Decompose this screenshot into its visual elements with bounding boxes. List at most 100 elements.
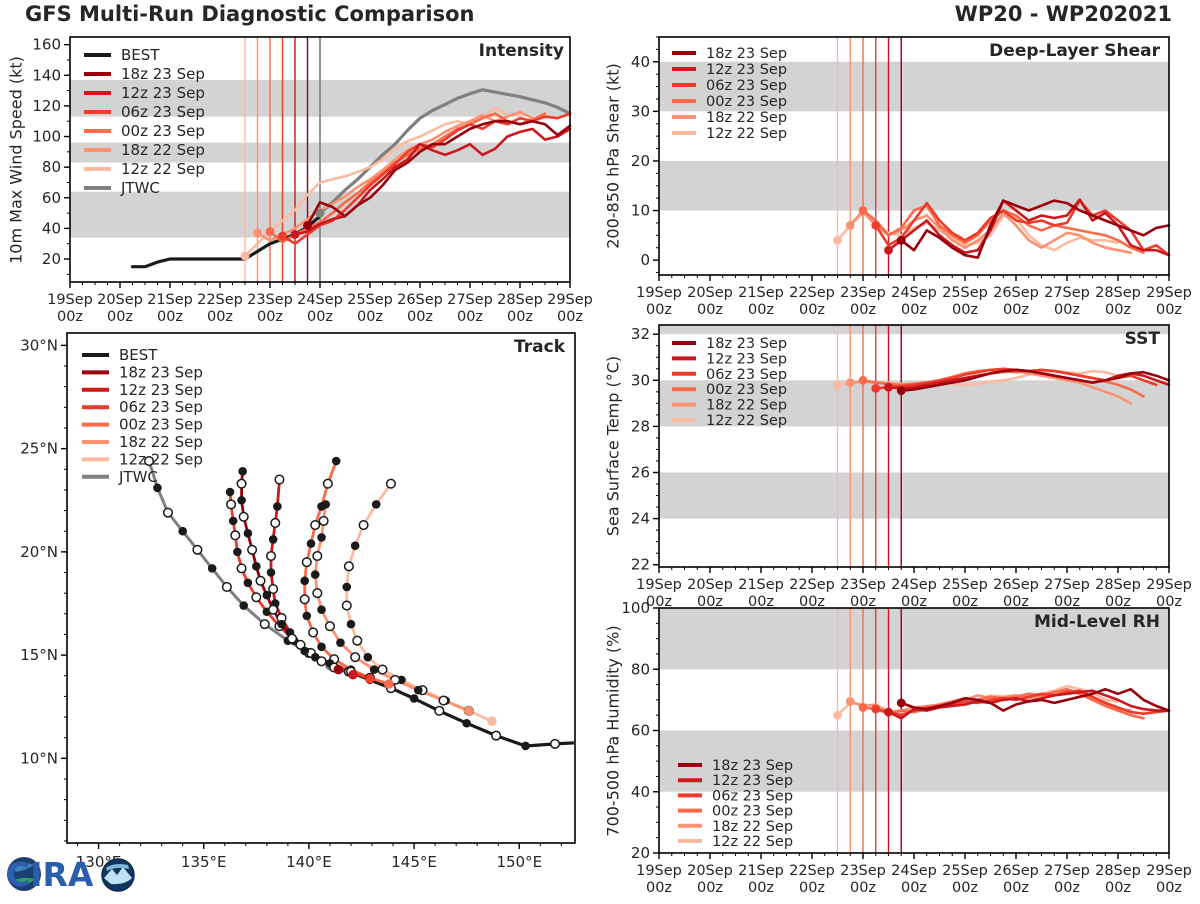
- svg-text:00z: 00z: [901, 302, 927, 318]
- svg-text:18z 23 Sep: 18z 23 Sep: [712, 758, 793, 774]
- svg-text:00z: 00z: [357, 309, 383, 325]
- svg-text:00z 23 Sep: 00z 23 Sep: [119, 416, 203, 434]
- svg-text:00z: 00z: [1156, 594, 1182, 610]
- cira-logo-text: CIRA: [6, 855, 94, 894]
- svg-text:28Sep: 28Sep: [1095, 285, 1141, 301]
- svg-text:22Sep: 22Sep: [789, 863, 835, 879]
- svg-text:00z: 00z: [748, 880, 774, 896]
- svg-text:26Sep: 26Sep: [397, 292, 443, 308]
- svg-text:20Sep: 20Sep: [97, 292, 143, 308]
- svg-text:18z 22 Sep: 18z 22 Sep: [121, 141, 205, 159]
- svg-text:150°E: 150°E: [496, 853, 542, 871]
- svg-text:30: 30: [631, 371, 650, 389]
- svg-text:18z 23 Sep: 18z 23 Sep: [121, 65, 205, 83]
- svg-text:25Sep: 25Sep: [942, 577, 988, 593]
- svg-text:10°N: 10°N: [20, 749, 58, 767]
- svg-text:00z: 00z: [952, 880, 978, 896]
- svg-text:00z: 00z: [457, 309, 483, 325]
- svg-text:06z 23 Sep: 06z 23 Sep: [706, 367, 787, 383]
- svg-text:60: 60: [631, 722, 650, 740]
- svg-text:26Sep: 26Sep: [993, 577, 1039, 593]
- svg-text:00z: 00z: [57, 309, 83, 325]
- svg-text:00z: 00z: [952, 594, 978, 610]
- svg-text:26Sep: 26Sep: [993, 863, 1039, 879]
- svg-text:00z: 00z: [697, 302, 723, 318]
- shear-panel-title: Deep-Layer Shear: [989, 41, 1160, 61]
- svg-text:18z 23 Sep: 18z 23 Sep: [706, 46, 787, 62]
- svg-text:29Sep: 29Sep: [1146, 577, 1192, 593]
- svg-text:BEST: BEST: [121, 46, 160, 64]
- track-panel-title: Track: [514, 337, 565, 357]
- svg-text:12z 23 Sep: 12z 23 Sep: [121, 84, 205, 102]
- intensity-ylabel: 10m Max Wind Speed (kt): [6, 56, 26, 264]
- svg-text:28Sep: 28Sep: [497, 292, 543, 308]
- svg-text:18z 23 Sep: 18z 23 Sep: [706, 336, 787, 352]
- svg-text:24Sep: 24Sep: [891, 285, 937, 301]
- svg-text:40: 40: [42, 219, 61, 237]
- svg-text:12z 22 Sep: 12z 22 Sep: [706, 413, 787, 429]
- svg-text:JTWC: JTWC: [118, 468, 158, 486]
- svg-text:135°E: 135°E: [181, 853, 227, 871]
- svg-text:28Sep: 28Sep: [1095, 577, 1141, 593]
- svg-text:12z 23 Sep: 12z 23 Sep: [706, 62, 787, 78]
- svg-text:12z 22 Sep: 12z 22 Sep: [121, 160, 205, 178]
- svg-text:22: 22: [631, 556, 650, 574]
- svg-text:06z 23 Sep: 06z 23 Sep: [119, 398, 203, 416]
- svg-text:140°E: 140°E: [286, 853, 332, 871]
- svg-text:18z 23 Sep: 18z 23 Sep: [119, 363, 203, 381]
- svg-text:06z 23 Sep: 06z 23 Sep: [712, 788, 793, 804]
- svg-text:21Sep: 21Sep: [738, 863, 784, 879]
- svg-text:23Sep: 23Sep: [840, 577, 886, 593]
- svg-text:00z: 00z: [799, 880, 825, 896]
- svg-text:29Sep: 29Sep: [1146, 863, 1192, 879]
- svg-text:00z: 00z: [207, 309, 233, 325]
- sst-ylabel: Sea Surface Temp (°C): [603, 355, 623, 537]
- svg-text:12z 22 Sep: 12z 22 Sep: [706, 126, 787, 142]
- svg-text:12z 23 Sep: 12z 23 Sep: [706, 351, 787, 367]
- svg-text:20: 20: [42, 250, 61, 268]
- svg-text:23Sep: 23Sep: [840, 285, 886, 301]
- svg-text:18z 22 Sep: 18z 22 Sep: [119, 433, 203, 451]
- rh-panel-title: Mid-Level RH: [1033, 612, 1160, 632]
- svg-text:27Sep: 27Sep: [1044, 285, 1090, 301]
- svg-text:00z: 00z: [1156, 880, 1182, 896]
- svg-text:80: 80: [631, 660, 650, 678]
- svg-text:27Sep: 27Sep: [1044, 577, 1090, 593]
- svg-text:120: 120: [32, 97, 61, 115]
- svg-text:00z: 00z: [646, 302, 672, 318]
- svg-text:00z: 00z: [646, 594, 672, 610]
- svg-text:40: 40: [631, 53, 650, 71]
- svg-text:19Sep: 19Sep: [636, 863, 682, 879]
- svg-text:26Sep: 26Sep: [993, 285, 1039, 301]
- svg-text:BEST: BEST: [119, 346, 158, 364]
- svg-text:25Sep: 25Sep: [942, 863, 988, 879]
- svg-text:18z 22 Sep: 18z 22 Sep: [706, 110, 787, 126]
- svg-text:12z 23 Sep: 12z 23 Sep: [119, 381, 203, 399]
- svg-text:24Sep: 24Sep: [891, 863, 937, 879]
- svg-text:18z 22 Sep: 18z 22 Sep: [706, 398, 787, 414]
- intensity-panel-title: Intensity: [478, 41, 564, 61]
- svg-text:32: 32: [631, 325, 650, 343]
- svg-text:24Sep: 24Sep: [297, 292, 343, 308]
- svg-text:26: 26: [631, 464, 650, 482]
- svg-text:00z: 00z: [557, 309, 583, 325]
- svg-text:00z 23 Sep: 00z 23 Sep: [706, 382, 787, 398]
- svg-text:21Sep: 21Sep: [738, 285, 784, 301]
- svg-text:06z 23 Sep: 06z 23 Sep: [706, 78, 787, 94]
- svg-text:22Sep: 22Sep: [789, 285, 835, 301]
- shear-ylabel: 200-850 hPa Shear (kt): [603, 63, 623, 249]
- svg-text:23Sep: 23Sep: [840, 863, 886, 879]
- svg-text:20Sep: 20Sep: [687, 285, 733, 301]
- svg-text:00z: 00z: [748, 302, 774, 318]
- svg-text:00z: 00z: [307, 309, 333, 325]
- svg-text:00z: 00z: [1054, 880, 1080, 896]
- svg-text:28: 28: [631, 417, 650, 435]
- svg-text:19Sep: 19Sep: [47, 292, 93, 308]
- svg-text:25Sep: 25Sep: [942, 285, 988, 301]
- svg-text:06z 23 Sep: 06z 23 Sep: [121, 103, 205, 121]
- svg-text:19Sep: 19Sep: [636, 285, 682, 301]
- svg-text:20: 20: [631, 152, 650, 170]
- svg-text:12z 22 Sep: 12z 22 Sep: [119, 450, 203, 468]
- svg-text:20Sep: 20Sep: [687, 577, 733, 593]
